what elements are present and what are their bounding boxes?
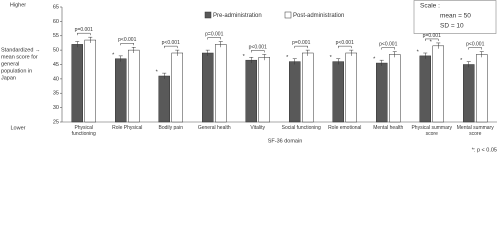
- p-label: p<0.001: [379, 41, 397, 47]
- bracket: [77, 32, 91, 36]
- y-tick-label: 60: [53, 19, 59, 25]
- significance-marker: *: [430, 39, 433, 45]
- scale-note: SD = 10: [440, 23, 464, 30]
- y-tick-label: 45: [53, 62, 59, 68]
- bar: [84, 39, 96, 123]
- y-tick-label: 25: [53, 119, 59, 125]
- x-tick-label: General health: [197, 125, 231, 131]
- bracket: [381, 47, 395, 50]
- bar: [332, 61, 344, 123]
- y-tick-label: 55: [53, 33, 59, 39]
- y-axis-label: mean score for: [1, 55, 38, 61]
- bar: [476, 54, 488, 123]
- x-tick-label: Social functioning: [281, 125, 321, 131]
- p-label: p<0.001: [118, 37, 136, 43]
- bracket: [294, 45, 308, 49]
- y-tick-label: 50: [53, 48, 59, 54]
- bar: [345, 52, 357, 123]
- x-tick-label: Vitality: [250, 125, 266, 131]
- bar: [302, 52, 314, 123]
- bar: [389, 54, 401, 123]
- bar: [171, 52, 183, 123]
- bracket: [120, 43, 134, 46]
- bar: [376, 62, 388, 123]
- scale-note: Scale :: [420, 3, 440, 10]
- bar: [289, 61, 301, 123]
- bar: [115, 58, 127, 123]
- x-axis-label: SF-36 domain: [268, 138, 303, 144]
- x-tick-label: Role emotional: [328, 125, 362, 131]
- p-label: p<0.001: [336, 40, 354, 46]
- x-tick-label: Role Physical: [112, 125, 143, 131]
- significance-marker: *: [112, 52, 115, 58]
- p-label: p=0.001: [205, 31, 223, 37]
- legend-label: Post-administration: [293, 13, 344, 19]
- significance-marker: *: [460, 58, 463, 64]
- p-label: p=0.001: [423, 33, 441, 39]
- y-axis-label: population in: [1, 69, 32, 75]
- y-axis-label: general: [1, 62, 19, 68]
- legend-swatch: [204, 11, 212, 19]
- x-tick-label: Mental health: [373, 125, 404, 131]
- bracket: [425, 38, 439, 41]
- chart: Higher Lower SF-36 domain *: p < 0.05 25…: [1, 0, 497, 153]
- scale-box: [413, 0, 497, 34]
- bracket: [338, 45, 352, 49]
- significance-marker: *: [286, 55, 289, 61]
- y-top-label: Higher: [10, 2, 26, 8]
- bar: [245, 59, 257, 123]
- y-bottom-label: Lower: [11, 125, 26, 131]
- bar: [432, 45, 444, 123]
- x-tick-label: Bodily pain: [158, 125, 183, 131]
- x-tick-label: Physical summary score: [411, 125, 453, 137]
- significance-marker: *: [373, 57, 376, 63]
- bar: [258, 57, 270, 123]
- bar: [71, 44, 83, 123]
- y-tick-label: 65: [53, 4, 59, 10]
- y-tick-label: 40: [53, 76, 59, 82]
- significance-marker: *: [243, 54, 246, 60]
- bar: [463, 64, 475, 123]
- bar: [158, 75, 170, 123]
- bracket: [207, 37, 221, 40]
- p-label: p=0.001: [75, 27, 93, 33]
- footnote: *: p < 0.05: [472, 147, 497, 153]
- p-label: p<0.001: [162, 40, 180, 46]
- bracket: [468, 47, 482, 50]
- p-label: p<0.001: [466, 41, 484, 47]
- y-axis-label: Standardized →: [1, 48, 40, 54]
- legend-swatch: [284, 11, 292, 19]
- bar: [215, 44, 227, 123]
- significance-marker: *: [330, 55, 333, 61]
- significance-marker: *: [417, 49, 420, 55]
- scale-note: mean = 50: [440, 13, 471, 20]
- legend-label: Pre-administration: [213, 13, 262, 19]
- bracket: [164, 45, 178, 49]
- bracket: [251, 50, 265, 53]
- bar: [128, 49, 140, 123]
- x-tick-label: Physical functioning: [71, 125, 96, 137]
- significance-marker: *: [156, 70, 159, 76]
- p-label: p=0.001: [292, 40, 310, 46]
- y-axis-label: Japan: [1, 76, 16, 82]
- chart-root: Higher Lower SF-36 domain *: p < 0.05 25…: [1, 0, 497, 153]
- y-tick-label: 30: [53, 105, 59, 111]
- y-tick-label: 35: [53, 91, 59, 97]
- bar: [202, 52, 214, 123]
- x-tick-label: Mental summary score: [456, 125, 494, 137]
- p-label: p<0.001: [249, 44, 267, 50]
- bar: [419, 55, 431, 123]
